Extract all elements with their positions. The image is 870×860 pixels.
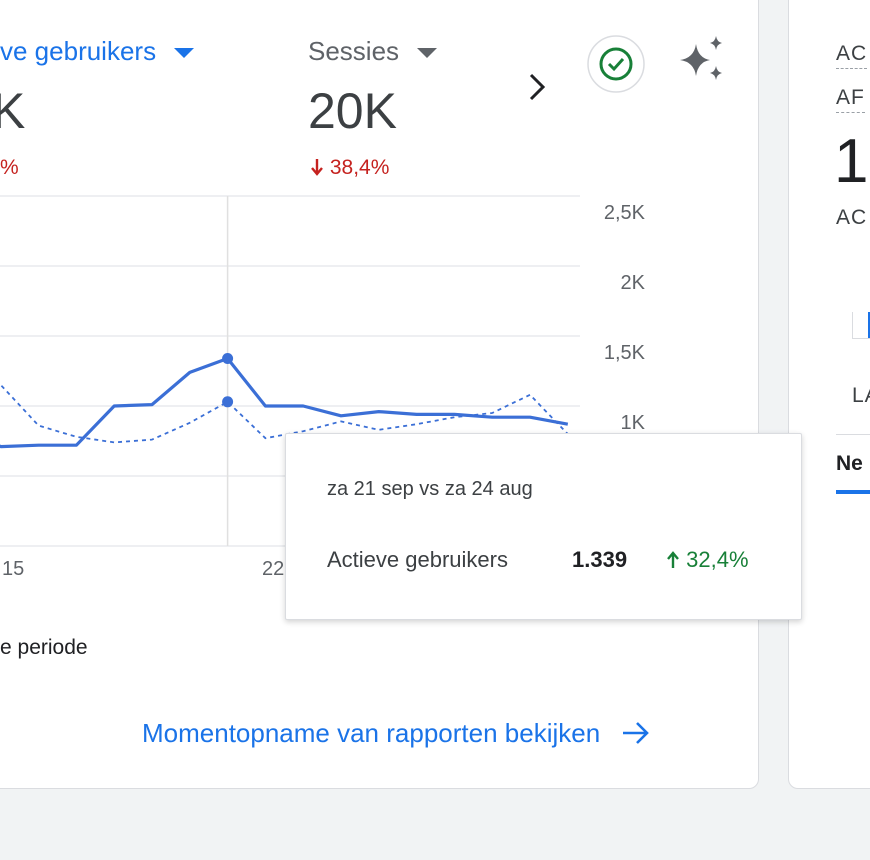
right-panel-divider	[836, 434, 870, 435]
right-panel-column-label: LA	[852, 384, 870, 407]
tooltip-date: za 21 sep vs za 24 aug	[327, 478, 533, 500]
chart-tooltip: za 21 sep vs za 24 aug Actieve gebruiker…	[285, 433, 802, 620]
chevron-down-icon	[174, 48, 195, 59]
next-metrics-button[interactable]	[522, 70, 552, 109]
metric-label: ve gebruikers	[0, 36, 157, 66]
tooltip-change: 32,4%	[666, 547, 749, 573]
metric-label: Sessies	[308, 36, 400, 66]
tooltip-metric: Actieve gebruikers	[327, 547, 508, 572]
y-tick-label: 1,5K	[603, 342, 645, 364]
tooltip-change-value: 32,4%	[686, 547, 749, 572]
arrow-right-icon	[623, 722, 650, 744]
series-line-current	[0, 356, 569, 449]
right-panel-value: 13	[834, 127, 870, 196]
link-label: Momentopname van rapporten bekijken	[142, 718, 601, 748]
right-panel-bar	[852, 312, 870, 339]
sparkle-icon	[680, 36, 722, 80]
right-card	[788, 0, 870, 789]
tooltip-value: 1.339	[572, 547, 628, 572]
view-reports-snapshot-link[interactable]: Momentopname van rapporten bekijken	[142, 718, 651, 749]
metric-change: 38,4%	[310, 156, 389, 180]
right-panel-subheading: AF	[836, 86, 865, 113]
metric-value: K	[0, 83, 26, 139]
legend-label: e periode	[0, 636, 88, 659]
right-panel-heading: AC	[836, 42, 868, 69]
insights-check-button[interactable]	[586, 34, 646, 99]
y-tick-label: 2K	[620, 272, 645, 294]
arrow-up-icon	[667, 551, 679, 568]
chevron-right-icon	[529, 73, 546, 101]
metric-change-value: 38,4%	[329, 156, 390, 179]
chevron-down-icon	[417, 48, 438, 59]
metric-tab-active-users[interactable]: ve gebruikers	[0, 36, 195, 67]
highlight-point	[222, 353, 234, 365]
metric-tab-sessions[interactable]: Sessies	[308, 36, 438, 67]
main-card	[0, 0, 759, 789]
check-circle-icon	[587, 35, 645, 93]
x-tick-label: 15	[2, 558, 25, 580]
arrow-down-icon	[311, 159, 323, 176]
x-tick-label: 22	[262, 558, 285, 580]
y-tick-label: 2,5K	[603, 202, 645, 224]
sparkle-button[interactable]	[674, 34, 730, 91]
tab-indicator	[836, 490, 870, 494]
highlight-point	[222, 396, 234, 408]
tab-network[interactable]: Ne	[836, 452, 863, 475]
y-tick-label: 1K	[620, 412, 645, 434]
right-panel-label: AC	[836, 206, 868, 229]
metric-value: 20K	[308, 83, 397, 139]
metric-change: %	[0, 156, 19, 179]
